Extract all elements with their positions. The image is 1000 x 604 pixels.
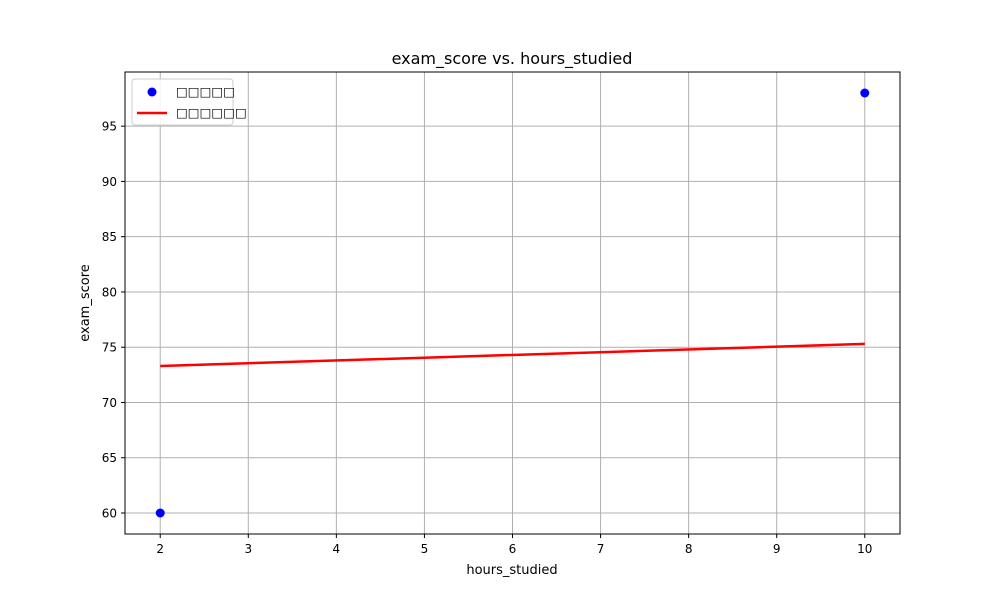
x-tick-label: 3 bbox=[244, 542, 252, 556]
regression-line bbox=[160, 342, 865, 368]
plot-series bbox=[155, 88, 870, 518]
x-tick-label: 6 bbox=[509, 542, 517, 556]
legend-marker-scatter bbox=[147, 87, 157, 97]
x-tick-label: 9 bbox=[773, 542, 781, 556]
x-tick-label: 5 bbox=[421, 542, 429, 556]
x-tick-label: 10 bbox=[857, 542, 872, 556]
x-tick-label: 4 bbox=[333, 542, 341, 556]
chart-title: exam_score vs. hours_studied bbox=[392, 49, 633, 69]
y-tick-label: 60 bbox=[102, 507, 117, 521]
scatter-point bbox=[155, 508, 165, 518]
x-tick-label: 8 bbox=[685, 542, 693, 556]
y-tick-label: 75 bbox=[102, 341, 117, 355]
scatter-point bbox=[860, 88, 870, 98]
x-axis-ticks: 2 3 4 5 6 7 8 9 10 bbox=[156, 534, 872, 556]
y-tick-label: 80 bbox=[102, 285, 117, 299]
y-tick-label: 65 bbox=[102, 451, 117, 465]
x-tick-label: 2 bbox=[156, 542, 164, 556]
x-tick-label: 7 bbox=[597, 542, 605, 556]
y-axis-ticks: 60 65 70 75 80 85 90 95 bbox=[102, 120, 125, 521]
grid-lines bbox=[125, 72, 900, 534]
legend-label-line: □□□□□□ bbox=[176, 105, 247, 120]
y-tick-label: 90 bbox=[102, 175, 117, 189]
legend: □□□□□ □□□□□□ bbox=[131, 78, 247, 126]
y-tick-label: 85 bbox=[102, 230, 117, 244]
y-axis-label: exam_score bbox=[78, 264, 93, 342]
x-axis-label: hours_studied bbox=[466, 563, 557, 578]
legend-label-scatter: □□□□□ bbox=[176, 84, 235, 99]
y-tick-label: 95 bbox=[102, 120, 117, 134]
y-tick-label: 70 bbox=[102, 396, 117, 410]
